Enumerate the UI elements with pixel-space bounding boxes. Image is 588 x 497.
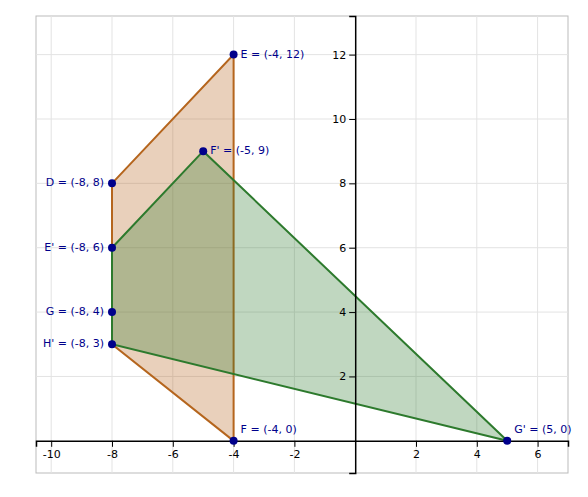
- tick: 8: [339, 177, 355, 190]
- x-axis: -10 -8 -6 -4 -2 2 4 6: [37, 441, 569, 461]
- tick: 6: [535, 441, 542, 461]
- tick-mark: [349, 248, 355, 249]
- grid: [36, 16, 568, 473]
- point: [230, 51, 238, 59]
- tick-label: -8: [107, 448, 118, 461]
- point-labels: E = (-4, 12) F' = (-5, 9) D = (-8, 8) E' = …: [43, 48, 572, 436]
- grid-line-y: [36, 118, 568, 119]
- point: [230, 437, 238, 445]
- point: [108, 308, 116, 316]
- tick-label: 8: [339, 177, 346, 190]
- tick-mark: [349, 55, 355, 56]
- point-label: D = (-8, 8): [46, 176, 104, 189]
- tick: 2: [413, 441, 420, 461]
- tick-label: -4: [229, 448, 240, 461]
- tick-label: -10: [43, 448, 61, 461]
- grid-line-x: [476, 16, 477, 473]
- y-axis: 2 4 6 8 10 12: [332, 17, 356, 474]
- chart: -10 -8 -6 -4 -2 2 4 6 2 4 6 8 10 12 E = (-4, 12) F' = (…: [0, 0, 588, 497]
- tick-label: 4: [339, 306, 346, 319]
- tick-label: 6: [535, 448, 542, 461]
- grid-line-x: [537, 16, 538, 473]
- tick-label: 12: [332, 49, 346, 62]
- tick-label: 4: [474, 448, 481, 461]
- axis-line: [349, 17, 356, 474]
- tick: -2: [289, 441, 300, 461]
- point: [108, 179, 116, 187]
- tick-label: 10: [332, 113, 346, 126]
- point-label: E' = (-8, 6): [44, 241, 104, 254]
- tick-mark: [349, 376, 355, 377]
- point-label: E = (-4, 12): [241, 48, 305, 61]
- tick: 10: [332, 113, 355, 126]
- tick: -8: [107, 441, 118, 461]
- point: [108, 340, 116, 348]
- point-label: G = (-8, 4): [46, 305, 104, 318]
- polygon: [112, 151, 507, 441]
- marks: [112, 55, 507, 441]
- tick-mark: [294, 441, 295, 447]
- point: [199, 147, 207, 155]
- tick: 12: [332, 49, 355, 62]
- tick-mark: [51, 441, 52, 447]
- point: [503, 437, 511, 445]
- tick-mark: [349, 312, 355, 313]
- tick: 2: [339, 370, 355, 383]
- point-label: F' = (-5, 9): [210, 144, 269, 157]
- point-label: F = (-4, 0): [241, 423, 297, 436]
- tick-mark: [349, 119, 355, 120]
- tick: 4: [474, 441, 481, 461]
- tick: 4: [339, 306, 355, 319]
- tick-label: 2: [413, 448, 420, 461]
- axis-line: [37, 441, 569, 447]
- tick: -10: [43, 441, 61, 461]
- tick-mark: [538, 441, 539, 447]
- tick-label: -2: [289, 448, 300, 461]
- tick-label: -6: [168, 448, 179, 461]
- tick: -6: [168, 441, 179, 461]
- tick-label: 2: [339, 370, 346, 383]
- point-label: G' = (5, 0): [514, 423, 571, 436]
- tick-mark: [416, 441, 417, 447]
- points: [108, 51, 511, 445]
- tick-label: 6: [339, 242, 346, 255]
- tick: 6: [339, 242, 355, 255]
- plot: -10 -8 -6 -4 -2 2 4 6 2 4 6 8 10 12 E = (-4, 12) F' = (…: [36, 16, 572, 474]
- plot-frame: [36, 16, 568, 473]
- tick-mark: [477, 441, 478, 447]
- point-label: H' = (-8, 3): [43, 337, 104, 350]
- tick-mark: [112, 441, 113, 447]
- tick-mark: [349, 183, 355, 184]
- tick-mark: [173, 441, 174, 447]
- point: [108, 244, 116, 252]
